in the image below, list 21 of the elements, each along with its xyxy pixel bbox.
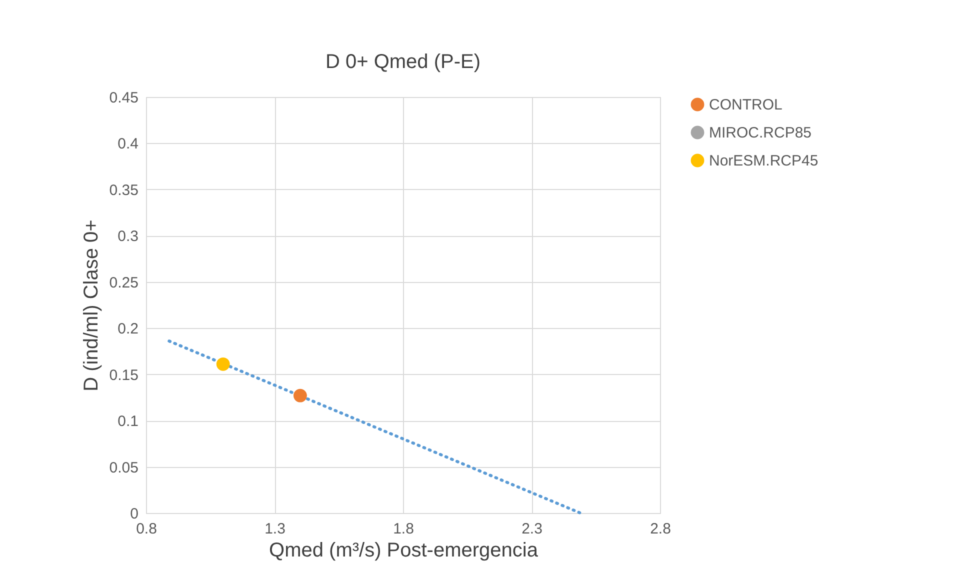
legend-label: NorESM.RCP45 bbox=[709, 152, 818, 170]
y-tick-label: 0.15 bbox=[109, 366, 138, 384]
y-tick-label: 0.05 bbox=[109, 459, 138, 476]
x-tick-label: 2.8 bbox=[650, 520, 671, 538]
y-tick-label: 0.2 bbox=[118, 320, 138, 338]
y-tick-label: 0.35 bbox=[109, 182, 138, 199]
chart-title: D 0+ Qmed (P-E) bbox=[325, 51, 481, 73]
x-axis-title: Qmed (m³/s) Post-emergencia bbox=[269, 540, 539, 562]
legend-label: MIROC.RCP85 bbox=[709, 124, 812, 142]
y-tick-label: 0.1 bbox=[118, 413, 138, 430]
legend-label: CONTROL bbox=[709, 96, 782, 114]
y-tick-label: 0.4 bbox=[118, 136, 138, 153]
y-axis-title: D (ind/ml) Clase 0+ bbox=[80, 220, 102, 392]
x-tick-label: 2.3 bbox=[522, 520, 542, 538]
y-tick-label: 0 bbox=[130, 506, 138, 522]
x-tick-label: 0.8 bbox=[136, 520, 157, 538]
y-tick-label: 0.45 bbox=[109, 90, 138, 106]
y-tick-label: 0.25 bbox=[109, 274, 138, 292]
y-tick-label: 0.3 bbox=[118, 228, 138, 246]
x-tick-label: 1.3 bbox=[264, 520, 286, 538]
x-tick-label: 1.8 bbox=[393, 520, 414, 538]
